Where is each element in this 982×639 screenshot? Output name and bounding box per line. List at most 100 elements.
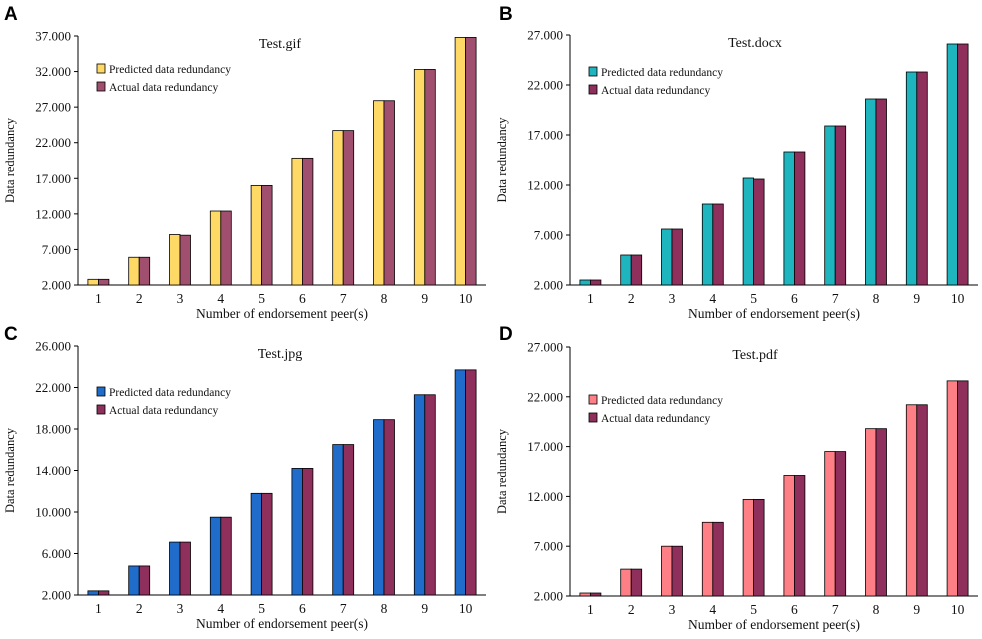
legend-swatch (96, 386, 106, 397)
bar-actual (424, 394, 436, 596)
bar-actual (179, 234, 191, 286)
bar-predicted (865, 98, 877, 286)
bar-predicted (454, 369, 467, 596)
bar-actual (98, 590, 110, 596)
bar-actual (220, 210, 232, 286)
y-tick-label: 2.000 (42, 588, 71, 603)
y-tick-label: 6.000 (42, 546, 71, 561)
bar-predicted (413, 394, 426, 596)
bar-predicted (946, 380, 958, 597)
bar-predicted (373, 419, 385, 596)
x-tick-label: 10 (951, 602, 965, 617)
y-tick-label: 22.000 (35, 380, 71, 395)
x-tick-label: 7 (340, 601, 347, 616)
y-tick-label: 7.000 (534, 228, 563, 243)
bar-actual (383, 100, 395, 286)
bar-actual (342, 130, 355, 286)
bar-actual (957, 43, 969, 286)
x-tick-label: 3 (669, 602, 676, 617)
chart-title: Test.jpg (258, 347, 303, 362)
bar-predicted (783, 151, 795, 286)
x-tick-label: 2 (628, 291, 635, 306)
x-tick-label: 10 (459, 291, 473, 306)
x-tick-label: 1 (95, 291, 102, 306)
y-tick-label: 22.000 (527, 389, 563, 404)
x-tick-label: 8 (873, 291, 880, 306)
y-axis-label: Data redundancy (495, 117, 509, 203)
legend-label: Predicted data redundancy (601, 395, 723, 407)
legend-swatch (96, 81, 106, 92)
bar-predicted (946, 43, 958, 286)
bar-actual (834, 125, 847, 286)
chart-panel-a: A 2.000 7.000 12.000 17.000 22.000 27.000 32.00… (3, 4, 486, 321)
y-tick-label: 32.000 (35, 64, 71, 79)
bar-actual (261, 492, 273, 596)
y-tick-label: 26.000 (35, 339, 71, 354)
bar-actual (342, 444, 355, 596)
bar-predicted (701, 203, 714, 286)
x-tick-label: 2 (628, 602, 635, 617)
x-tick-label: 8 (381, 291, 388, 306)
bar-actual (138, 256, 151, 286)
x-tick-label: 9 (421, 291, 428, 306)
x-tick-label: 10 (951, 291, 965, 306)
bar-predicted (661, 545, 673, 597)
y-tick-label: 17.000 (527, 439, 563, 454)
bar-actual (671, 228, 683, 286)
x-tick-label: 4 (217, 291, 224, 306)
legend-swatch (588, 394, 598, 405)
bar-actual (712, 521, 724, 597)
bar-predicted (332, 444, 344, 596)
x-tick-label: 9 (421, 601, 428, 616)
x-tick-label: 7 (340, 291, 347, 306)
legend-label: Predicted data redundancy (109, 387, 231, 399)
bar-predicted (579, 592, 591, 597)
bar-predicted (620, 254, 632, 286)
x-tick-label: 5 (258, 601, 265, 616)
legend-label: Actual data redundancy (601, 85, 710, 97)
legend-label: Predicted data redundancy (601, 67, 723, 79)
bar-predicted (742, 177, 754, 286)
bar-actual (261, 184, 273, 286)
bar-actual (875, 98, 887, 286)
bar-actual (301, 157, 314, 286)
bar-actual (465, 369, 477, 596)
bar-predicted (332, 130, 344, 286)
bar-predicted (783, 475, 795, 597)
x-tick-label: 1 (95, 601, 102, 616)
bar-predicted (128, 256, 140, 286)
x-axis-label: Number of endorsement peer(s) (688, 306, 860, 321)
legend-label: Actual data redundancy (601, 413, 710, 425)
x-tick-label: 9 (913, 602, 920, 617)
bar-actual (875, 428, 887, 597)
bar-actual (220, 516, 232, 596)
x-tick-label: 6 (791, 291, 798, 306)
bar-predicted (579, 279, 591, 286)
bar-predicted (87, 590, 99, 596)
y-tick-label: 12.000 (35, 206, 71, 221)
bar-predicted (701, 521, 714, 597)
x-tick-label: 2 (136, 601, 143, 616)
bar-predicted (209, 210, 222, 286)
bar-predicted (454, 37, 467, 286)
bar-actual (98, 278, 110, 286)
x-tick-label: 3 (177, 601, 184, 616)
x-tick-label: 5 (750, 291, 757, 306)
x-tick-label: 1 (587, 291, 594, 306)
legend-label: Actual data redundancy (109, 405, 218, 417)
y-tick-label: 2.000 (534, 278, 563, 293)
bar-actual (465, 37, 477, 286)
y-tick-label: 14.000 (35, 463, 71, 478)
bar-actual (794, 151, 806, 286)
bar-predicted (824, 125, 836, 286)
y-tick-label: 7.000 (534, 539, 563, 554)
legend-swatch (588, 66, 598, 77)
y-tick-label: 2.000 (534, 589, 563, 604)
x-tick-label: 2 (136, 291, 143, 306)
bar-actual (753, 178, 765, 286)
x-tick-label: 7 (832, 291, 839, 306)
legend-label: Actual data redundancy (109, 82, 218, 94)
panel-letter: B (499, 4, 513, 25)
y-axis-label: Data redundancy (3, 117, 17, 203)
bar-predicted (87, 278, 99, 286)
